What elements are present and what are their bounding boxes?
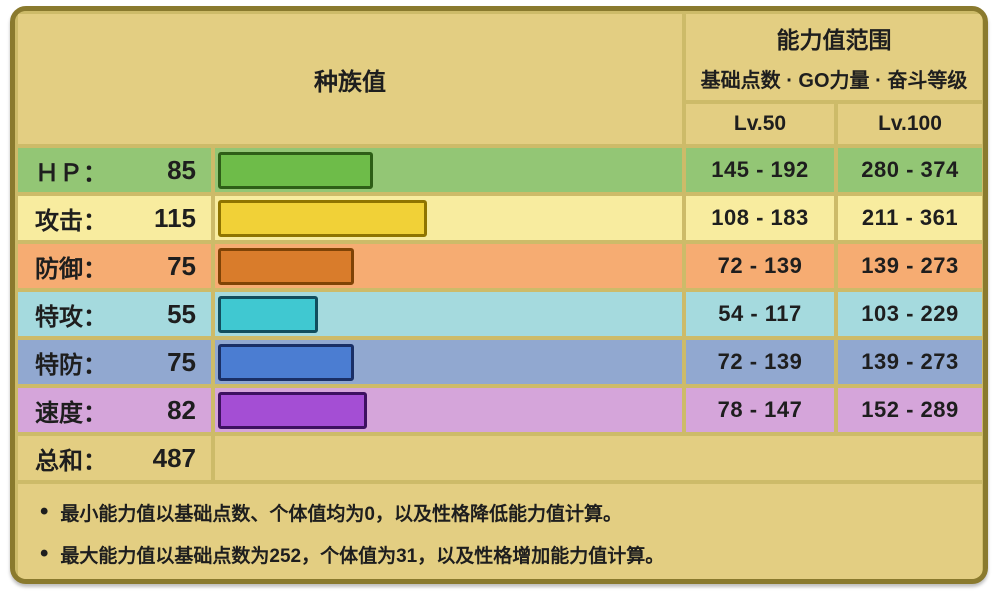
stat-row-attack-lv50: 108 - 183 <box>686 196 834 240</box>
stats-table: 种族值 能力值范围 基础点数 · GO力量 · 奋斗等级 Lv.50 Lv.10… <box>10 6 988 584</box>
stat-row-hp-lv100: 280 - 374 <box>838 148 982 192</box>
stat-row-hp-label: ＨＰ： 85 <box>18 148 211 192</box>
stat-bar-sp-attack <box>218 295 319 333</box>
note-item: • 最大能力值以基础点数为252，个体值为31，以及性格增加能力值计算。 <box>40 541 664 568</box>
stat-value: 75 <box>167 346 196 377</box>
stat-row-sp-attack-bar-cell <box>215 292 682 336</box>
stat-row-sp-defense-lv100: 139 - 273 <box>838 340 982 384</box>
stat-value: 75 <box>167 250 196 281</box>
stat-bar-attack <box>218 199 428 237</box>
stat-row-hp-lv50: 145 - 192 <box>686 148 834 192</box>
stat-row-attack-label: 攻击： 115 <box>18 196 211 240</box>
stat-label: 特防： <box>35 351 107 379</box>
header-range-subtitle: 基础点数 · GO力量 · 奋斗等级 <box>700 70 968 92</box>
stat-row-sp-attack-lv50: 54 - 117 <box>686 292 834 336</box>
stat-label: ＨＰ： <box>35 159 107 187</box>
stat-bar-sp-defense <box>218 343 355 381</box>
stat-row-sp-defense-lv50: 72 - 139 <box>686 340 834 384</box>
stat-label: 防御： <box>35 255 107 283</box>
stat-row-attack-lv100: 211 - 361 <box>838 196 982 240</box>
note-text: 最小能力值以基础点数、个体值均为0，以及性格降低能力值计算。 <box>60 503 622 525</box>
stat-row-defense-bar-cell <box>215 244 682 288</box>
stat-row-speed-bar-cell <box>215 388 682 432</box>
bullet-icon: • <box>40 498 49 525</box>
header-base-stats: 种族值 <box>18 14 682 144</box>
bullet-icon: • <box>40 540 49 567</box>
stat-row-sp-defense-bar-cell <box>215 340 682 384</box>
stat-bar-hp <box>218 151 373 189</box>
stat-label: 攻击： <box>35 207 107 235</box>
stat-row-defense-lv50: 72 - 139 <box>686 244 834 288</box>
note-text: 最大能力值以基础点数为252，个体值为31，以及性格增加能力值计算。 <box>60 545 665 567</box>
header-range: 能力值范围 基础点数 · GO力量 · 奋斗等级 <box>686 14 982 100</box>
notes-section: • 最小能力值以基础点数、个体值均为0，以及性格降低能力值计算。 • 最大能力值… <box>18 484 982 579</box>
stat-row-defense-lv100: 139 - 273 <box>838 244 982 288</box>
stat-value: 55 <box>167 298 196 329</box>
total-label: 总和： <box>35 447 107 475</box>
total-row-label: 总和： 487 <box>18 436 211 480</box>
stat-value: 115 <box>154 202 196 233</box>
header-range-title: 能力值范围 <box>776 27 892 53</box>
stat-value: 85 <box>167 154 196 185</box>
stat-row-speed-lv100: 152 - 289 <box>838 388 982 432</box>
stat-row-sp-attack-lv100: 103 - 229 <box>838 292 982 336</box>
stat-row-sp-attack-label: 特攻： 55 <box>18 292 211 336</box>
stat-label: 速度： <box>35 399 107 427</box>
stat-row-sp-defense-label: 特防： 75 <box>18 340 211 384</box>
stat-label: 特攻： <box>35 303 107 331</box>
stats-grid: 种族值 能力值范围 基础点数 · GO力量 · 奋斗等级 Lv.50 Lv.10… <box>15 11 983 579</box>
note-item: • 最小能力值以基础点数、个体值均为0，以及性格降低能力值计算。 <box>40 499 622 526</box>
stat-row-defense-label: 防御： 75 <box>18 244 211 288</box>
stat-bar-defense <box>218 247 355 285</box>
header-lv50: Lv.50 <box>686 104 834 144</box>
stat-bar-speed <box>218 391 368 429</box>
header-lv100: Lv.100 <box>838 104 982 144</box>
stat-row-hp-bar-cell <box>215 148 682 192</box>
stat-row-speed-label: 速度： 82 <box>18 388 211 432</box>
total-value: 487 <box>152 442 196 473</box>
stat-row-speed-lv50: 78 - 147 <box>686 388 834 432</box>
stat-row-attack-bar-cell <box>215 196 682 240</box>
stat-value: 82 <box>167 394 196 425</box>
total-row-empty-cell <box>215 436 982 480</box>
